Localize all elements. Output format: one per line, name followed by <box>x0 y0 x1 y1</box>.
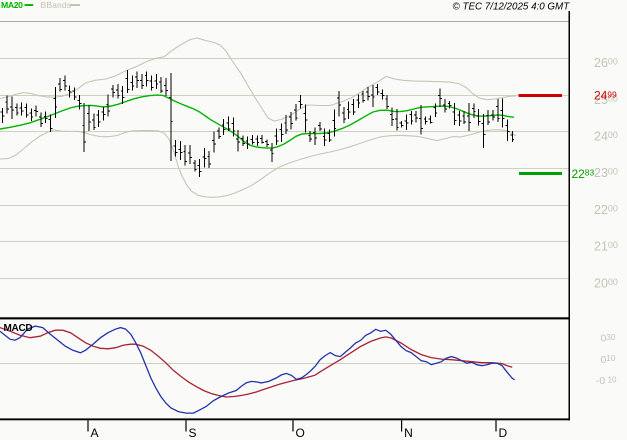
svg-text:24: 24 <box>594 130 608 144</box>
svg-text:24: 24 <box>594 89 608 103</box>
svg-text:26: 26 <box>594 56 608 70</box>
svg-text:-0: -0 <box>596 375 605 387</box>
svg-text:© TEC 7/12/2025 4:0 GMT: © TEC 7/12/2025 4:0 GMT <box>453 1 571 12</box>
svg-text:00: 00 <box>608 277 618 287</box>
svg-text:00: 00 <box>608 57 618 67</box>
svg-text:00: 00 <box>608 130 618 140</box>
svg-text:00: 00 <box>608 167 618 177</box>
svg-text:MA20: MA20 <box>1 0 23 10</box>
svg-text:22: 22 <box>594 203 608 217</box>
svg-text:BBands: BBands <box>41 0 72 10</box>
svg-text:0: 0 <box>601 333 607 345</box>
svg-text:N: N <box>404 426 413 440</box>
svg-text:21: 21 <box>594 240 608 254</box>
svg-text:D: D <box>499 426 508 440</box>
svg-text:10: 10 <box>608 375 617 384</box>
svg-text:25: 25 <box>594 93 608 107</box>
svg-text:83: 83 <box>585 168 595 178</box>
svg-text:0: 0 <box>601 354 607 366</box>
svg-text:30: 30 <box>606 333 615 342</box>
svg-text:O: O <box>296 426 305 440</box>
svg-text:20: 20 <box>594 276 608 290</box>
svg-text:MACD: MACD <box>4 323 33 334</box>
svg-text:00: 00 <box>608 203 618 213</box>
svg-text:A: A <box>91 426 99 440</box>
svg-text:22: 22 <box>572 167 586 181</box>
svg-text:99: 99 <box>607 89 617 99</box>
svg-text:10: 10 <box>606 354 615 363</box>
svg-text:23: 23 <box>594 166 608 180</box>
svg-text:00: 00 <box>608 93 618 103</box>
svg-text:S: S <box>189 426 197 440</box>
svg-text:00: 00 <box>608 240 618 250</box>
